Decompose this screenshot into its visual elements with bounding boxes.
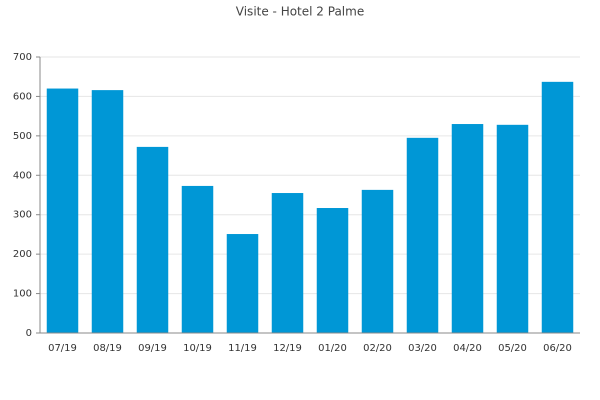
bar — [136, 146, 169, 333]
x-tick-label: 10/19 — [183, 343, 212, 354]
y-tick-label: 700 — [13, 52, 32, 63]
bar — [181, 185, 214, 333]
y-tick-label: 500 — [13, 131, 32, 142]
bar — [541, 81, 574, 333]
y-tick-label: 400 — [13, 170, 32, 181]
bar — [451, 124, 484, 334]
x-tick-label: 01/20 — [318, 343, 347, 354]
y-tick-label: 0 — [26, 328, 32, 339]
y-tick-label: 100 — [13, 289, 32, 300]
x-tick-label: 02/20 — [363, 343, 392, 354]
x-tick-label: 09/19 — [138, 343, 167, 354]
bar — [46, 88, 79, 334]
y-tick-label: 300 — [13, 210, 32, 221]
bar — [271, 193, 304, 333]
x-tick-label: 03/20 — [408, 343, 437, 354]
x-tick-label: 06/20 — [543, 343, 572, 354]
bar — [361, 189, 394, 333]
bar — [406, 137, 439, 333]
y-tick-label: 200 — [13, 249, 32, 260]
bar — [91, 90, 124, 334]
bar — [496, 124, 529, 334]
x-tick-label: 04/20 — [453, 343, 482, 354]
bar — [316, 208, 349, 333]
x-tick-label: 07/19 — [48, 343, 77, 354]
x-tick-label: 12/19 — [273, 343, 302, 354]
x-tick-label: 08/19 — [93, 343, 122, 354]
bar — [226, 234, 259, 333]
y-tick-label: 600 — [13, 91, 32, 102]
x-tick-label: 05/20 — [498, 343, 527, 354]
x-tick-label: 11/19 — [228, 343, 257, 354]
chart-title: Visite - Hotel 2 Palme — [236, 5, 364, 19]
